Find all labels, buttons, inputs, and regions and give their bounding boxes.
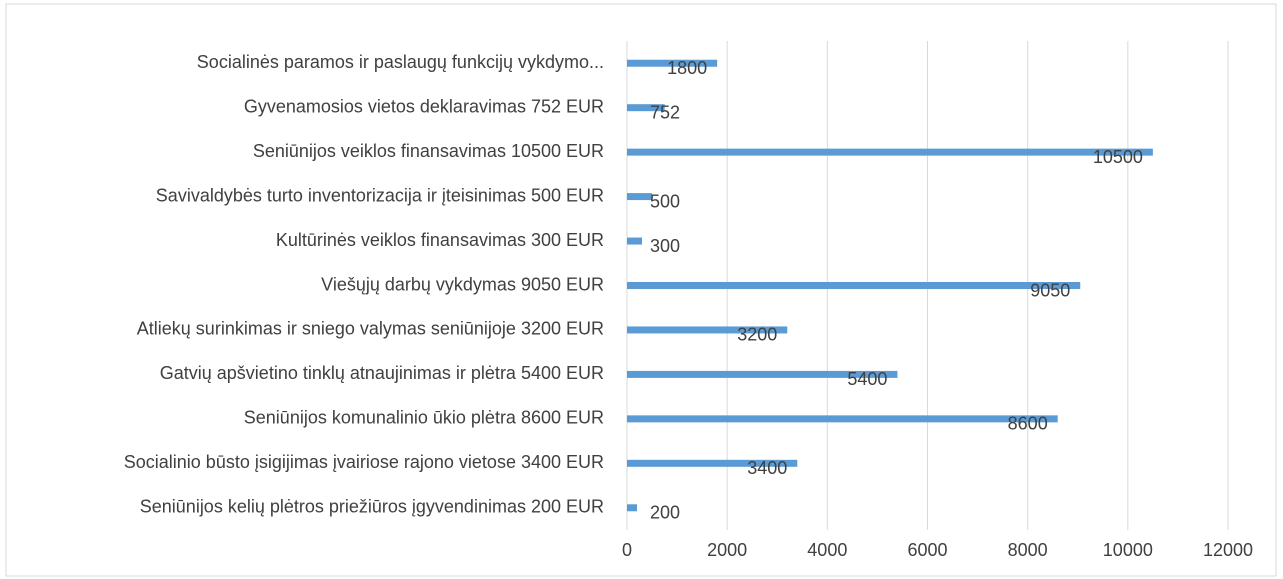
- data-label: 200: [650, 503, 680, 523]
- x-tick-label: 10000: [1103, 540, 1153, 560]
- bar: [627, 415, 1058, 423]
- y-tick-label: Seniūnijos veiklos finansavimas 10500 EU…: [253, 141, 604, 161]
- data-label: 3400: [747, 458, 787, 478]
- y-tick-label: Seniūnijos kelių plėtros priežiūros įgyv…: [140, 497, 604, 517]
- y-tick-label: Gyvenamosios vietos deklaravimas 752 EUR: [244, 96, 604, 116]
- x-tick-label: 0: [622, 540, 632, 560]
- x-tick-label: 12000: [1203, 540, 1253, 560]
- y-tick-label: Gatvių apšvietino tinklų atnaujinimas ir…: [160, 363, 604, 383]
- data-label: 300: [650, 236, 680, 256]
- bar: [627, 282, 1081, 289]
- y-tick-label: Socialinio būsto įsigijimas įvairiose ra…: [124, 452, 604, 472]
- data-label: 10500: [1093, 147, 1143, 167]
- y-tick-label: Seniūnijos komunalinio ūkio plėtra 8600 …: [244, 408, 604, 428]
- x-tick-label: 2000: [707, 540, 747, 560]
- bar: [627, 148, 1153, 156]
- y-tick-label: Atliekų surinkimas ir sniego valymas sen…: [137, 319, 604, 339]
- bar: [627, 237, 643, 245]
- data-label: 752: [650, 102, 680, 122]
- bar: [627, 326, 788, 334]
- y-tick-label: Kultūrinės veiklos finansavimas 300 EUR: [276, 230, 604, 250]
- data-label: 3200: [737, 325, 777, 345]
- y-tick-label: Viešųjų darbų vykdymas 9050 EUR: [321, 274, 604, 294]
- y-tick-label: Socialinės paramos ir paslaugų funkcijų …: [197, 52, 604, 72]
- bar: [627, 459, 798, 467]
- data-label: 8600: [1008, 414, 1048, 434]
- y-tick-label: Savivaldybės turto inventorizacija ir įt…: [156, 185, 604, 205]
- data-label: 1800: [667, 58, 707, 78]
- bar: [627, 104, 665, 112]
- data-label: 5400: [847, 369, 887, 389]
- x-tick-label: 4000: [807, 540, 847, 560]
- chart-border: [5, 3, 1277, 577]
- bar: [627, 504, 638, 512]
- bar: [627, 370, 898, 378]
- bar: [627, 193, 653, 201]
- bar: [627, 59, 718, 67]
- x-tick-label: 6000: [907, 540, 947, 560]
- data-label: 9050: [1030, 280, 1070, 300]
- x-tick-label: 8000: [1008, 540, 1048, 560]
- data-label: 500: [650, 191, 680, 211]
